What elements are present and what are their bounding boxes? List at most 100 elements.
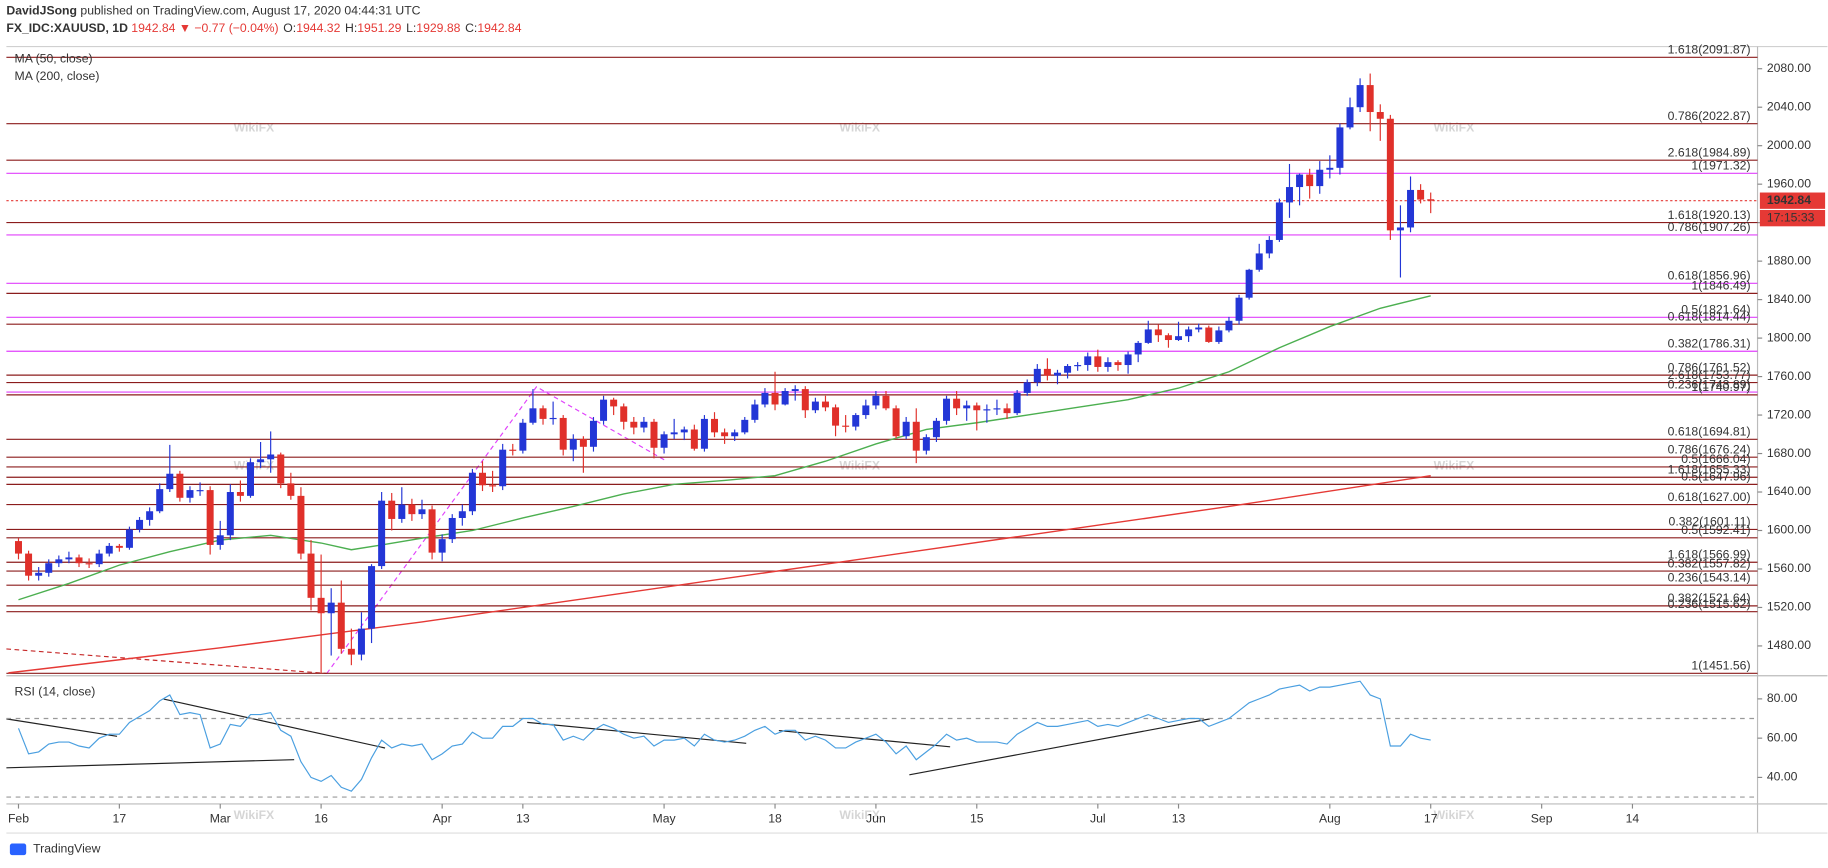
candle-body xyxy=(852,415,860,427)
x-tick-label: Aug xyxy=(1319,811,1341,825)
brand: TradingView xyxy=(33,842,100,856)
watermark: WikiFX xyxy=(1434,120,1475,134)
candle-body xyxy=(811,401,819,411)
candle-body xyxy=(1265,239,1273,254)
symbol: FX_IDC:XAUUSD, 1D xyxy=(6,21,128,35)
candle-body xyxy=(1306,174,1314,187)
candle-body xyxy=(146,511,154,520)
y-tick-label: 2080.00 xyxy=(1767,61,1811,75)
candle-body xyxy=(14,541,22,554)
candle-body xyxy=(1255,253,1263,270)
x-tick-label: 14 xyxy=(1626,811,1640,825)
candle-body xyxy=(317,597,325,614)
x-tick-label: 18 xyxy=(768,811,782,825)
candle-body xyxy=(307,553,315,598)
candle-body xyxy=(821,401,829,408)
fib-label: 0.786(1676.24) xyxy=(1668,442,1751,456)
moving-average xyxy=(18,295,1431,601)
candle-body xyxy=(25,553,33,576)
watermark: WikiFX xyxy=(839,808,880,822)
candle-body xyxy=(630,421,638,428)
candle-body xyxy=(166,473,174,490)
candle-body xyxy=(953,398,961,409)
candle-body xyxy=(872,395,880,406)
candle-body xyxy=(1386,118,1394,231)
candle-body xyxy=(1326,167,1334,170)
candle-body xyxy=(1215,330,1223,342)
candle-body xyxy=(1235,297,1243,321)
quote-label: O: xyxy=(283,21,296,35)
countdown-tag xyxy=(1759,210,1826,227)
y-tick-label: 2040.00 xyxy=(1767,99,1811,113)
quote-value: 1951.29 xyxy=(357,21,401,35)
candle-body xyxy=(1104,362,1112,367)
candle-body xyxy=(922,437,930,451)
x-tick-label: Mar xyxy=(210,811,231,825)
candle-body xyxy=(1376,112,1384,119)
candle-body xyxy=(640,421,648,428)
y-tick-label: 2000.00 xyxy=(1767,138,1811,152)
candle-body xyxy=(489,485,497,487)
fib-label: 0.236(1543.14) xyxy=(1668,570,1751,584)
candle-body xyxy=(468,472,476,512)
candle-body xyxy=(650,421,658,448)
candle-body xyxy=(983,409,991,411)
watermark: WikiFX xyxy=(234,120,275,134)
candle-body xyxy=(1164,335,1172,341)
quote-label: L: xyxy=(406,21,416,35)
fib-label: 0.5(1647.96) xyxy=(1681,470,1750,484)
fib-label: 1(1740.97) xyxy=(1691,380,1750,394)
candle-body xyxy=(690,429,698,449)
candle-body xyxy=(539,408,547,419)
candle-body xyxy=(993,408,1001,410)
author: DavidJSong xyxy=(6,4,77,18)
x-tick-label: Apr xyxy=(433,811,452,825)
candle-body xyxy=(751,404,759,420)
y-tick-label: 60.00 xyxy=(1767,730,1798,744)
panel-title: RSI (14, close) xyxy=(15,684,96,698)
trend-line xyxy=(6,718,118,737)
quote-label: H: xyxy=(345,21,357,35)
candle-body xyxy=(519,422,527,451)
candle-body xyxy=(236,492,244,496)
x-tick-label: 13 xyxy=(1172,811,1186,825)
fib-label: 1.618(1655.33) xyxy=(1668,463,1751,477)
candle-body xyxy=(115,545,123,548)
x-tick-label: 15 xyxy=(970,811,984,825)
candle-body xyxy=(1003,408,1011,414)
fib-label: 0.5(1592.41) xyxy=(1681,523,1750,537)
candle-body xyxy=(670,432,678,435)
candle-body xyxy=(731,432,739,437)
candle-body xyxy=(882,395,890,409)
x-tick-label: 16 xyxy=(314,811,328,825)
candle-body xyxy=(35,572,43,576)
candle-body xyxy=(408,504,416,515)
candle-body xyxy=(368,566,376,629)
rsi-trendlines xyxy=(6,698,1211,776)
trend-line xyxy=(909,718,1211,776)
price-tag xyxy=(1759,192,1826,209)
candle-body xyxy=(267,454,275,460)
candle-body xyxy=(337,602,345,649)
candle-body xyxy=(912,421,920,451)
candle-body xyxy=(711,418,719,433)
fib-label: 1(1451.56) xyxy=(1691,659,1750,673)
candle-body xyxy=(791,389,799,392)
last-price: 1942.84 xyxy=(131,21,175,35)
candle-body xyxy=(620,406,628,422)
fib-label: 0.786(1761.52) xyxy=(1668,360,1751,374)
trend-line xyxy=(527,721,747,744)
candle-body xyxy=(277,454,285,484)
fib-label: 0.382(1601.11) xyxy=(1669,515,1751,529)
candle-body xyxy=(549,417,557,420)
x-tick-label: 17 xyxy=(1424,811,1438,825)
fib-label: 0.236(1515.62) xyxy=(1668,597,1751,611)
candle-body xyxy=(1346,107,1354,128)
trend-line xyxy=(6,759,295,769)
candle-body xyxy=(610,399,618,407)
candle-body xyxy=(1043,368,1051,376)
candle-body xyxy=(65,557,73,560)
trend-line xyxy=(163,698,386,749)
candle-body xyxy=(1124,354,1132,366)
candle-body xyxy=(186,490,194,498)
